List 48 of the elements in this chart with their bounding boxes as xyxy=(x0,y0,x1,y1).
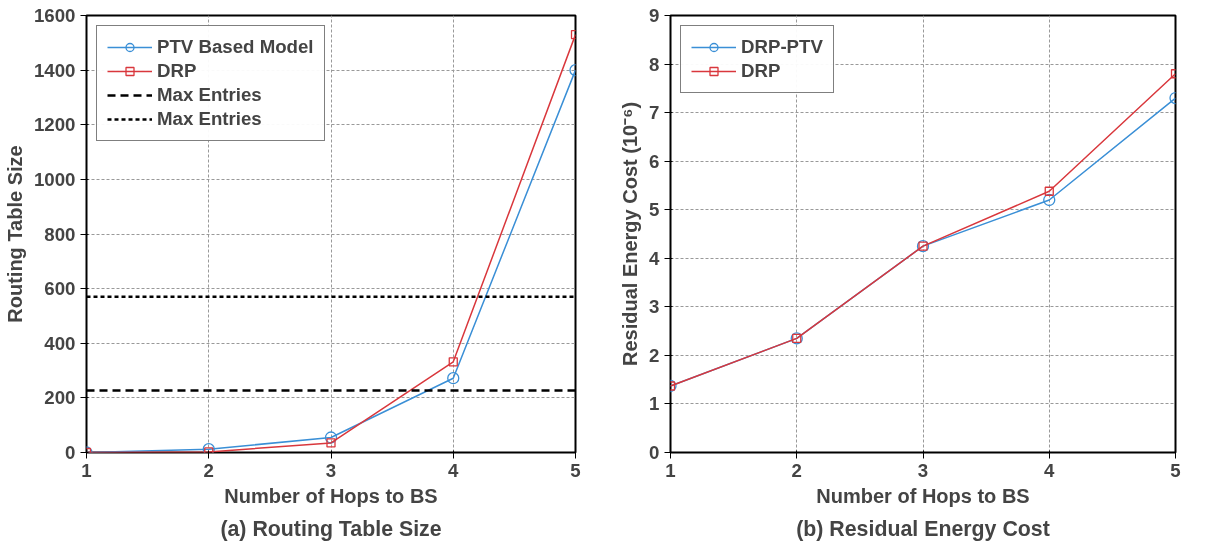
x-tick-label: 4 xyxy=(448,459,460,481)
point xyxy=(1044,186,1054,196)
y-tick-label: 1 xyxy=(649,393,660,415)
y-axis-title: Residual Energy Cost (10⁻⁶) xyxy=(619,101,642,367)
point xyxy=(447,372,460,385)
legend-label: Max Entries xyxy=(157,84,262,106)
y-tick-label: 0 xyxy=(65,442,76,463)
y-tick-label: 6 xyxy=(649,150,660,172)
x-axis-title: Number of Hops to BS xyxy=(816,484,1030,507)
x-tick-label: 5 xyxy=(1170,459,1181,481)
x-tick-label: 2 xyxy=(791,459,802,481)
x-axis-title: Number of Hops to BS xyxy=(224,484,438,507)
y-tick-label: 400 xyxy=(44,332,76,354)
y-tick-label: 7 xyxy=(649,102,660,124)
legend-label: PTV Based Model xyxy=(157,36,314,58)
y-tick-label: 800 xyxy=(44,223,76,245)
y-tick-label: 8 xyxy=(649,53,660,75)
legend-label: DRP xyxy=(741,60,781,82)
x-tick-label: 1 xyxy=(81,459,92,481)
text: (a) Routing Table Size xyxy=(220,516,442,541)
legend-label: Max Entries xyxy=(157,108,262,130)
legend-label: DRP-PTV xyxy=(741,36,823,58)
y-tick-label: 1200 xyxy=(34,114,76,136)
y-tick-label: 2 xyxy=(649,344,660,366)
x-tick-label: 5 xyxy=(570,459,581,481)
x-tick-label: 4 xyxy=(1044,459,1056,481)
y-tick-label: 0 xyxy=(649,442,660,463)
y-tick-label: 1000 xyxy=(34,168,76,190)
y-tick-label: 200 xyxy=(44,387,76,409)
point xyxy=(326,438,336,448)
point xyxy=(448,357,458,367)
y-axis-title: Routing Table Size xyxy=(4,145,26,323)
y-tick-label: 1600 xyxy=(34,5,76,26)
y-tick-label: 3 xyxy=(649,296,660,318)
y-tick-label: 5 xyxy=(649,199,660,221)
x-tick-label: 2 xyxy=(203,459,214,481)
x-tick-label: 3 xyxy=(325,459,337,481)
y-tick-label: 4 xyxy=(649,247,661,269)
y-tick-label: 1400 xyxy=(34,59,76,81)
point xyxy=(202,443,215,453)
x-tick-label: 3 xyxy=(917,459,929,481)
text: (b) Residual Energy Cost xyxy=(796,516,1050,541)
point xyxy=(1043,193,1056,207)
x-tick-label: 1 xyxy=(665,459,676,481)
legend-label: DRP xyxy=(157,60,197,82)
point xyxy=(324,431,338,444)
y-tick-label: 600 xyxy=(44,278,76,300)
y-tick-label: 9 xyxy=(649,5,660,26)
